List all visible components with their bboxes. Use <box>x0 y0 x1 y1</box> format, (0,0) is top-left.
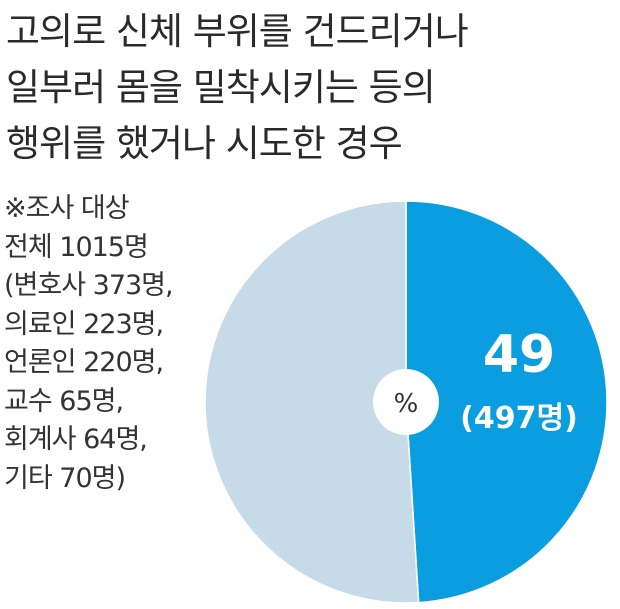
note-line-3: (변호사 373명, <box>4 270 174 301</box>
survey-note: ※조사 대상 전체 1015명 (변호사 373명, 의료인 223명, 언론인… <box>4 190 214 498</box>
note-line-5: 언론인 220명, <box>4 347 164 378</box>
center-hole <box>373 369 439 435</box>
slice-count-label: (497명) <box>460 401 578 436</box>
unit-label: % <box>394 389 419 419</box>
pie-slices <box>204 200 608 604</box>
note-line-8: 기타 70명) <box>4 462 126 494</box>
pie-slice-1 <box>405 200 608 604</box>
pie-slice-2 <box>204 200 420 604</box>
title-line-3: 행위를 했거나 시도한 경우 <box>6 122 403 165</box>
note-line-4: 의료인 223명, <box>4 308 164 340</box>
note-line-1: ※조사 대상 <box>4 193 130 224</box>
title-line-2: 일부러 몸을 밀착시키는 등의 <box>6 66 436 109</box>
note-line-6: 교수 65명, <box>4 385 124 417</box>
note-line-7: 회계사 64명, <box>4 424 148 455</box>
slice-value-label: 49 <box>483 325 555 385</box>
chart-title: 고의로 신체 부위를 건드리거나 일부러 몸을 밀착시키는 등의 행위를 했거나… <box>6 4 606 172</box>
title-line-1: 고의로 신체 부위를 건드리거나 <box>6 10 469 53</box>
note-line-2: 전체 1015명 <box>4 231 149 263</box>
